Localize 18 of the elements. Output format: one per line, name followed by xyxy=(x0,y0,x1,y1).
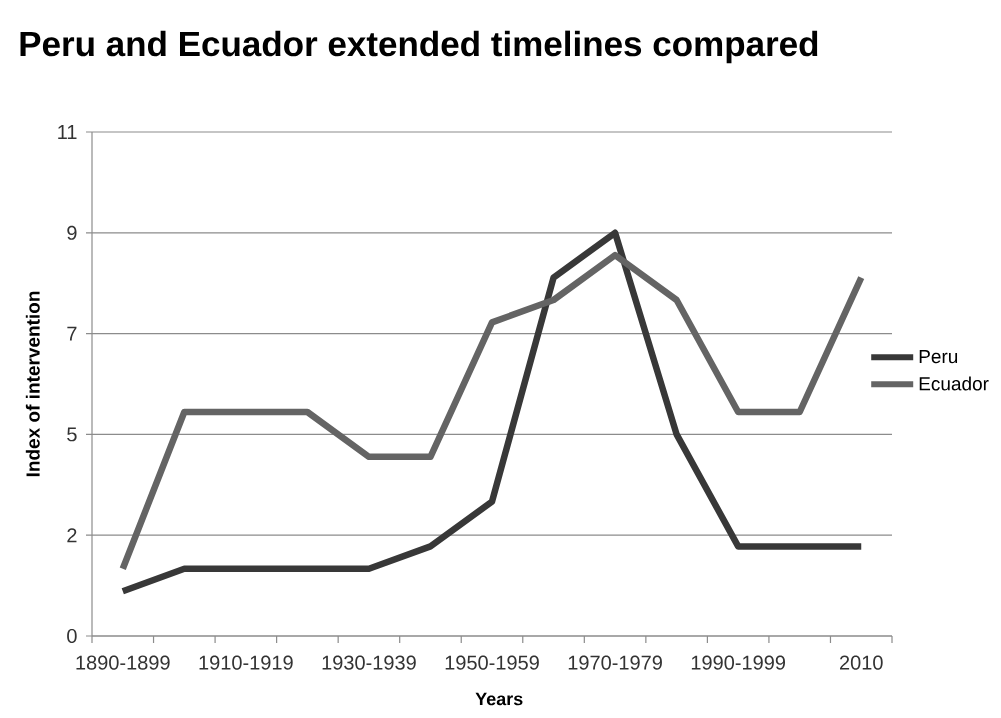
y-tick-label: 9 xyxy=(67,225,77,240)
x-tick-label: 2010 xyxy=(840,655,883,670)
x-tick-label: 1950-1959 xyxy=(445,655,539,670)
x-tick-label: 1930-1939 xyxy=(322,655,416,670)
legend-label: Ecuador xyxy=(919,376,989,391)
x-tick-label: 1890-1899 xyxy=(76,655,170,670)
y-tick-label: 5 xyxy=(67,427,77,442)
y-tick-label: 2 xyxy=(67,528,77,543)
y-tick-label: 7 xyxy=(67,326,77,341)
y-tick-label: 0 xyxy=(67,628,77,644)
x-tick-label: 1990-1999 xyxy=(691,655,786,670)
y-axis-title: Index of intervention xyxy=(25,291,40,477)
legend-label: Peru xyxy=(919,349,958,364)
chart-title: Peru and Ecuador extended timelines compared xyxy=(20,30,818,64)
x-tick-label: 1910-1919 xyxy=(199,655,293,670)
x-tick-label: 1970-1979 xyxy=(568,655,662,670)
x-axis-title: Years xyxy=(475,692,523,706)
y-tick-label: 11 xyxy=(58,125,77,139)
